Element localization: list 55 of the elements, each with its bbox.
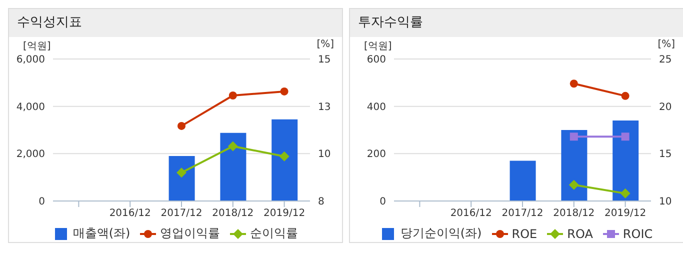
y-tick-label: 6,000 (16, 54, 45, 66)
y2-axis-title: [%] (658, 39, 675, 52)
legend-label: ROA (566, 226, 593, 242)
y-tick-label: 200 (366, 149, 386, 160)
y2-tick-label: 25 (659, 54, 672, 66)
point (279, 151, 290, 162)
x-tick-label: 2018/12 (553, 208, 595, 220)
x-tick-label: 2017/12 (160, 208, 202, 220)
chart-title: 투자수익률 (350, 9, 683, 37)
y-axis-title: [억원] (364, 40, 392, 53)
point (228, 141, 238, 152)
bar (561, 130, 588, 201)
y2-tick-label: 10 (659, 196, 672, 208)
y2-tick-label: 13 (318, 102, 331, 113)
y2-axis-title: [%] (316, 39, 334, 52)
y-tick-label: 0 (38, 196, 45, 208)
y2-tick-label: 20 (659, 102, 672, 113)
point (620, 188, 630, 198)
bar (220, 132, 246, 201)
bar (612, 120, 639, 201)
legend-label: 당기순이익(좌) (399, 225, 482, 242)
y2-tick-label: 10 (318, 149, 331, 160)
y-tick-label: 4,000 (16, 102, 45, 113)
legend-label: 매출액(좌) (72, 225, 130, 242)
chart-title: 수익성지표 (9, 9, 342, 37)
point (621, 132, 630, 141)
legend-label: 순이익률 (249, 225, 298, 242)
y2-tick-label: 8 (318, 196, 324, 208)
x-tick-label: 2019/12 (264, 208, 306, 220)
point (228, 92, 237, 100)
x-tick-label: 2016/12 (450, 208, 492, 220)
legend-label: ROE (510, 226, 538, 242)
y2-tick-label: 15 (318, 54, 331, 66)
y2-tick-label: 15 (659, 149, 672, 160)
point (176, 168, 186, 178)
x-tick-label: 2017/12 (502, 208, 544, 220)
bar (272, 119, 298, 201)
bar (510, 160, 536, 201)
y-tick-label: 0 (380, 196, 386, 208)
x-tick-label: 2019/12 (604, 208, 646, 220)
point (568, 180, 579, 190)
legend-label: ROIC (622, 226, 653, 242)
y-axis-title: [억원] (23, 40, 51, 53)
point (570, 80, 578, 88)
y-tick-label: 2,000 (16, 149, 45, 160)
point (178, 122, 186, 130)
legend-label: 영업이익률 (159, 225, 220, 242)
point (621, 92, 630, 100)
y-tick-label: 400 (366, 102, 386, 113)
y-tick-label: 600 (366, 54, 386, 66)
point (280, 87, 288, 96)
point (570, 132, 578, 141)
x-tick-label: 2016/12 (109, 208, 151, 220)
x-tick-label: 2018/12 (212, 208, 254, 220)
bar (168, 156, 195, 201)
